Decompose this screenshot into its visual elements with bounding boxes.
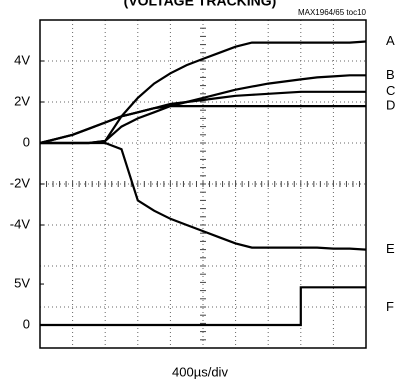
chart-title: (VOLTAGE TRACKING) bbox=[124, 0, 277, 9]
trace-label: C bbox=[386, 83, 395, 98]
trace bbox=[39, 90, 366, 145]
y-tick-label: -2V bbox=[10, 175, 31, 190]
trace-label: D bbox=[386, 98, 395, 113]
y-tick-label: 0 bbox=[23, 134, 30, 149]
y-tick-label: -4V bbox=[10, 216, 31, 231]
trace-label: E bbox=[386, 241, 395, 256]
trace bbox=[40, 286, 366, 327]
trace bbox=[39, 105, 366, 145]
trace-label: A bbox=[386, 33, 395, 48]
trace bbox=[40, 141, 367, 251]
trace-label: F bbox=[386, 299, 394, 314]
x-axis-label: 400µs/div bbox=[172, 364, 228, 379]
y-tick-label: 0 bbox=[23, 316, 30, 331]
y-tick-label: 5V bbox=[14, 275, 30, 290]
trace-label: B bbox=[386, 67, 395, 82]
y-tick-label: 4V bbox=[14, 52, 30, 67]
y-tick-label: 2V bbox=[14, 93, 30, 108]
reference: MAX1964/65 toc10 bbox=[298, 8, 367, 17]
